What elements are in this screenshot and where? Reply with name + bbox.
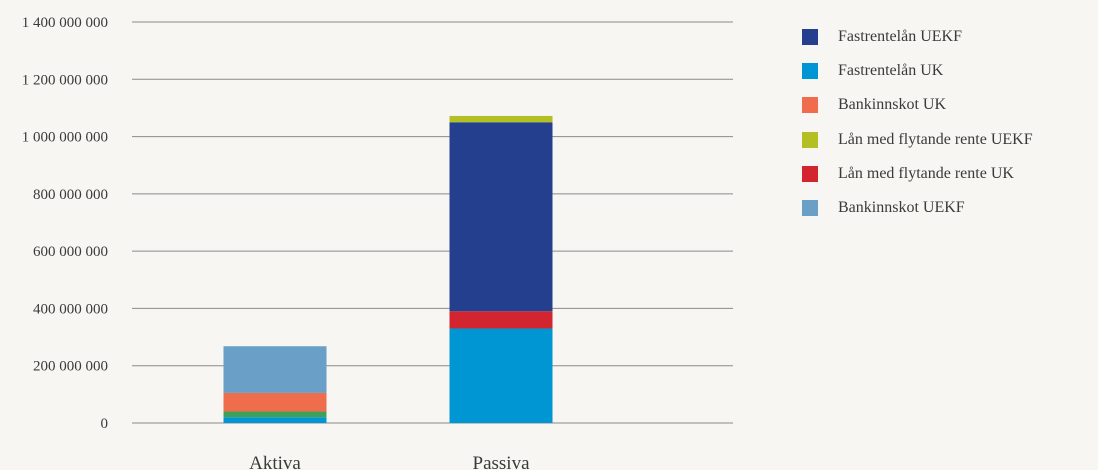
legend-swatch bbox=[802, 165, 818, 182]
legend-item: Bankinnskot UK bbox=[802, 88, 1033, 122]
legend-swatch bbox=[802, 131, 818, 148]
legend-swatch bbox=[802, 63, 818, 80]
legend-item: Fastrentelån UEKF bbox=[802, 20, 1033, 54]
bar-segment-bankinnskot-uekf bbox=[223, 346, 327, 393]
gridlines bbox=[132, 21, 733, 424]
bars bbox=[223, 115, 553, 423]
y-tick-label: 600 000 000 bbox=[33, 244, 108, 260]
bar-segment-fastrentel-n-uekf bbox=[449, 122, 553, 312]
legend-swatch bbox=[802, 200, 818, 217]
legend-item: Bankinnskot UEKF bbox=[802, 191, 1033, 225]
y-tick-label: 200 000 000 bbox=[33, 359, 108, 375]
legend-item: Lån med flytande rente UK bbox=[802, 157, 1033, 191]
bar-segment-fastrentel-n-uk bbox=[449, 328, 553, 423]
legend-label: Lån med flytande rente UEKF bbox=[838, 130, 1033, 148]
legend-swatch bbox=[802, 97, 818, 114]
legend-label: Lån med flytande rente UK bbox=[838, 164, 1014, 182]
legend-item: Fastrentelån UK bbox=[802, 54, 1033, 88]
legend-label: Bankinnskot UK bbox=[838, 96, 946, 114]
legend-label: Fastrentelån UK bbox=[838, 62, 944, 80]
x-category-label: Passiva bbox=[473, 453, 531, 470]
y-tick-label: 1 000 000 000 bbox=[22, 130, 108, 146]
legend: Fastrentelån UEKF Fastrentelån UK Bankinns… bbox=[802, 20, 1033, 225]
legend-label: Fastrentelån UEKF bbox=[838, 28, 962, 46]
bar-segment-fastrentel-n-uk bbox=[223, 417, 327, 423]
bar-segment-bankinnskot-uk bbox=[223, 392, 327, 412]
x-category-label: Aktiva bbox=[249, 453, 301, 470]
bar-segment-extra bbox=[223, 411, 327, 418]
bar-segment-l-n-med-flytande-rente-uekf bbox=[449, 115, 553, 123]
y-tick-label: 800 000 000 bbox=[33, 187, 108, 203]
y-tick-label: 1 400 000 000 bbox=[22, 15, 108, 31]
x-axis-category-labels: Aktiva Passiva bbox=[249, 453, 530, 470]
y-tick-label: 0 bbox=[101, 416, 109, 432]
y-tick-label: 1 200 000 000 bbox=[22, 72, 108, 88]
y-axis-tick-labels: 0 200 000 000 400 000 000 600 000 000 800 00… bbox=[22, 15, 108, 432]
legend-swatch bbox=[802, 29, 818, 46]
y-tick-label: 400 000 000 bbox=[33, 301, 108, 317]
legend-item: Lån med flytande rente UEKF bbox=[802, 123, 1033, 157]
bar-segment-l-n-med-flytande-rente-uk bbox=[449, 311, 553, 329]
legend-label: Bankinnskot UEKF bbox=[838, 199, 965, 217]
